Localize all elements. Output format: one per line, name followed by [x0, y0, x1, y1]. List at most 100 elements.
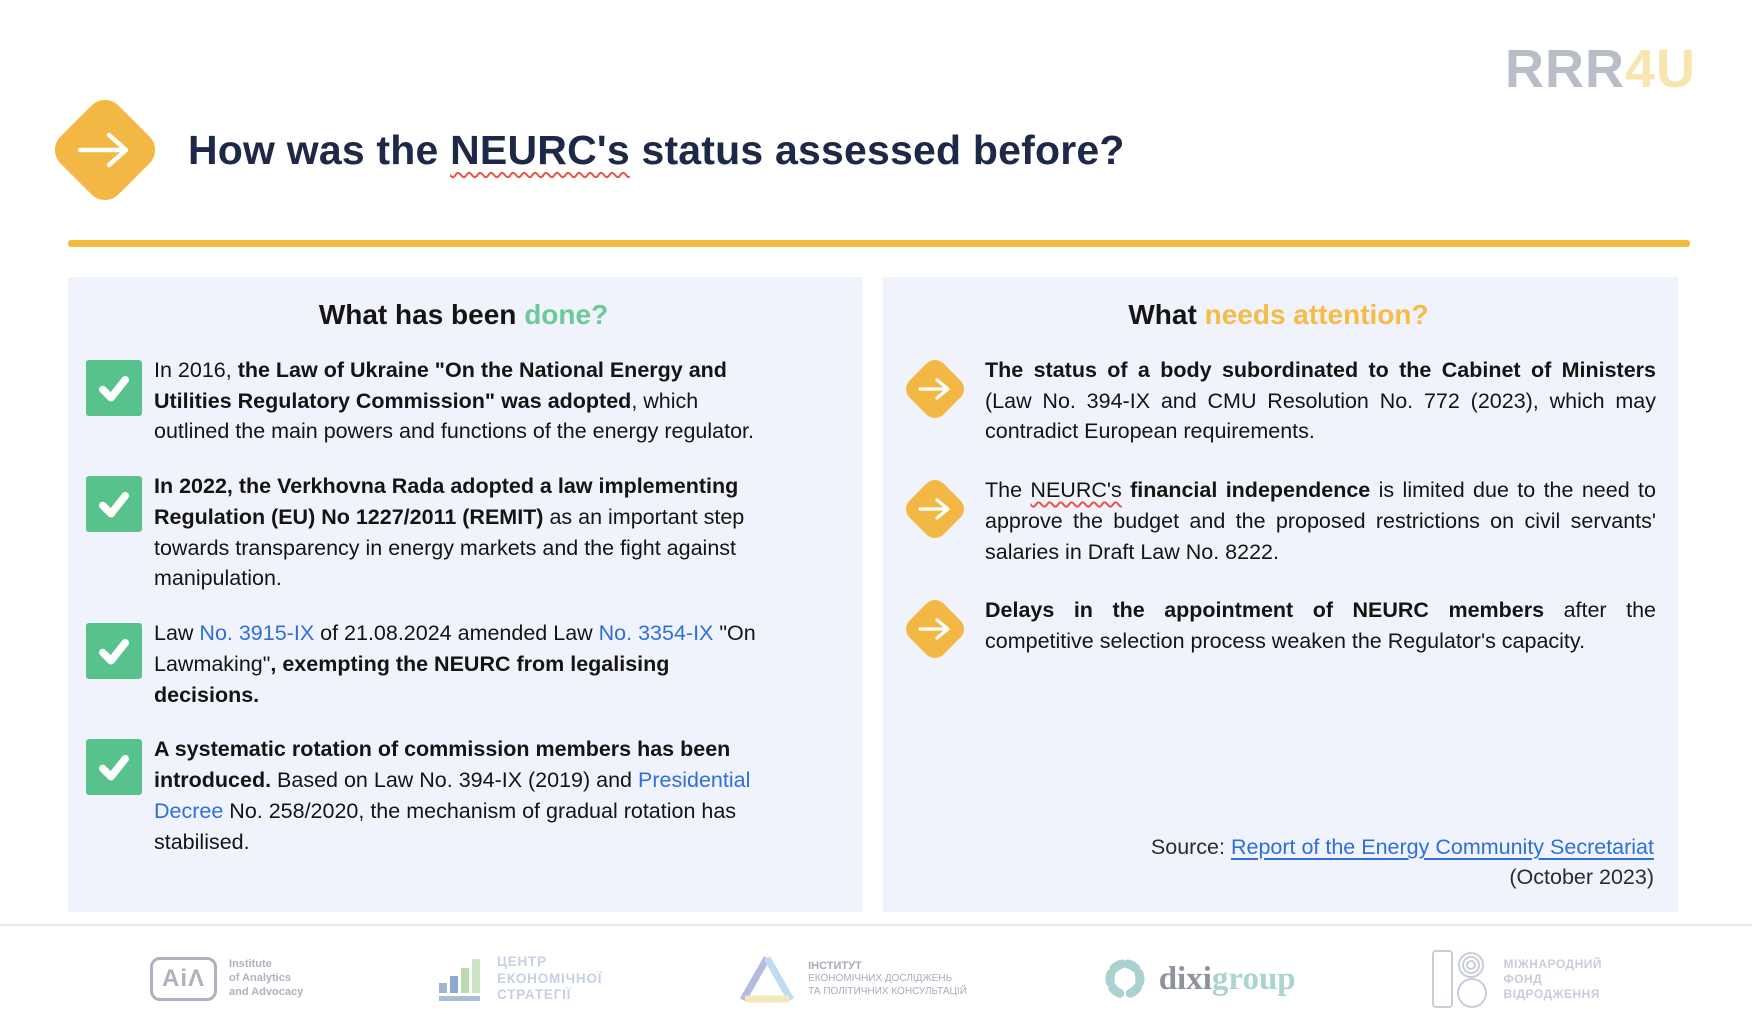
title-divider [68, 240, 1690, 247]
logo-text-line: and Advocacy [229, 985, 304, 998]
logo-text-line: ЦЕНТР [497, 953, 547, 969]
done-panel: What has been done? In 2016, the Law of … [68, 277, 863, 912]
text-segment: NEURC's [450, 126, 630, 173]
logo-text-line: ВІДРОДЖЕННЯ [1503, 986, 1600, 1001]
checkmark-glyph [99, 639, 129, 665]
irf-icon [1432, 950, 1488, 1008]
rrr4u-logo: RRR4U [1505, 38, 1696, 100]
arrow-diamond-icon [899, 475, 971, 544]
text-segment: Delays in the appointment of NEURC membe… [985, 598, 1545, 623]
checkmark-glyph [99, 755, 129, 781]
ier-logo-text: ІНСТИТУТ ЕКОНОМІЧНИХ ДОСЛІДЖЕНЬ ТА ПОЛІТ… [808, 960, 967, 999]
list-item-text: In 2016, the Law of Ukraine "On the Nati… [154, 355, 758, 447]
logo-text-line: Institute [229, 958, 272, 971]
attention-panel: What needs attention? The status of a bo… [883, 277, 1678, 912]
source-note: Source: Report of the Energy Community S… [899, 832, 1658, 892]
text-segment: , which outlined the main powers and fun… [154, 388, 754, 444]
inline-link[interactable]: No. 3354-IX [598, 621, 714, 646]
footer-logos: AiΛ Institute of Analytics and Advocacy … [0, 924, 1752, 1032]
dixi-logo-dark: dixi [1158, 960, 1212, 997]
attention-heading-accent: needs attention? [1204, 299, 1429, 330]
check-icon [86, 623, 142, 680]
source-date: (October 2023) [1509, 864, 1654, 889]
text-segment [1122, 478, 1130, 502]
text-segment: NEURC's [1030, 478, 1122, 503]
text-segment: Based on Law No. 394-IX (2019) and [271, 768, 638, 793]
rrr4u-logo-gray: RRR [1504, 39, 1625, 99]
list-item-text: The status of a body subordinated to the… [985, 355, 1658, 447]
aia-logo-text: Institute of Analytics and Advocacy [229, 958, 303, 999]
text-segment: The [985, 478, 1031, 503]
list-item: In 2016, the Law of Ukraine "On the Nati… [84, 355, 843, 447]
diamond-shape [901, 595, 969, 664]
list-item: A systematic rotation of commission memb… [84, 734, 843, 857]
triangle-icon [740, 956, 795, 1003]
attention-heading-plain: What [1128, 299, 1205, 330]
arrow-diamond-icon [899, 595, 971, 664]
text-segment: A systematic rotation of commission memb… [154, 737, 731, 793]
text-segment: as an important step towards transparenc… [154, 504, 745, 591]
list-item: Law No. 3915-IX of 21.08.2024 amended La… [84, 618, 843, 710]
arrow-right-icon [918, 618, 950, 641]
arrow-right-icon [918, 378, 950, 400]
diamond-shape [47, 92, 163, 208]
checkmark-glyph [99, 492, 129, 518]
check-icon [86, 739, 142, 796]
content-columns: What has been done? In 2016, the Law of … [68, 277, 1678, 912]
arrow-right-icon [918, 498, 950, 520]
source-link[interactable]: Report of the Energy Community Secretari… [1230, 834, 1654, 859]
page-title: How was the NEURC's status assessed befo… [188, 127, 1125, 174]
logo-text-line: of Analytics [229, 972, 291, 985]
done-heading-plain: What has been [318, 299, 525, 330]
irf-logo-text: МІЖНАРОДНИЙ ФОНД ВІДРОДЖЕННЯ [1503, 957, 1602, 1002]
list-item: Delays in the appointment of NEURC membe… [899, 595, 1658, 664]
logo-institute-economic-research: ІНСТИТУТ ЕКОНОМІЧНИХ ДОСЛІДЖЕНЬ ТА ПОЛІТ… [738, 954, 967, 1004]
logo-text-line: СТРАТЕГІЇ [497, 987, 572, 1003]
checkmark-glyph [99, 376, 129, 402]
list-item-text: In 2022, the Verkhovna Rada adopted a la… [154, 471, 758, 594]
ces-logo-text: ЦЕНТР ЕКОНОМІЧНОЇ СТРАТЕГІЇ [497, 954, 602, 1005]
logo-text-line: ЕКОНОМІЧНОЇ [497, 970, 603, 986]
aia-logo-icon: AiΛ [150, 957, 218, 1001]
logo-dixigroup: dixigroup [1103, 957, 1296, 1001]
text-segment: In 2016, [154, 358, 238, 382]
attention-heading: What needs attention? [899, 299, 1658, 331]
arrow-diamond-icon [899, 355, 971, 423]
rrr4u-logo-accent: 4U [1624, 39, 1696, 99]
title-row: How was the NEURC's status assessed befo… [46, 90, 1125, 210]
text-segment: No. 258/2020, the mechanism of gradual r… [154, 798, 737, 854]
text-segment: Law [154, 621, 200, 646]
list-item: In 2022, the Verkhovna Rada adopted a la… [84, 471, 843, 594]
arrow-diamond-icon [46, 91, 164, 209]
check-icon [86, 476, 142, 533]
dixi-logo-accent: group [1211, 960, 1296, 997]
check-icon [86, 360, 142, 416]
list-item: The status of a body subordinated to the… [899, 355, 1658, 447]
source-label: Source: [1150, 834, 1231, 859]
arrow-right-icon [77, 132, 129, 168]
inline-link[interactable]: No. 3915-IX [199, 621, 315, 646]
done-heading-accent: done? [524, 299, 609, 330]
inline-link[interactable]: Presidential Decree [154, 768, 751, 823]
logo-text-line: ФОНД [1503, 971, 1543, 986]
logo-text-line: ІНСТИТУТ [808, 959, 862, 972]
dixi-icon [1105, 959, 1145, 999]
logo-institute-analytics-advocacy: AiΛ Institute of Analytics and Advocacy [150, 957, 303, 1001]
text-segment: How was the [188, 126, 451, 173]
logo-text-line: МІЖНАРОДНИЙ [1503, 956, 1602, 971]
list-item-text: Law No. 3915-IX of 21.08.2024 amended La… [154, 618, 758, 710]
list-item: The NEURC's financial independence is li… [899, 475, 1658, 567]
logo-text-line: ТА ПОЛІТИЧНИХ КОНСУЛЬТАЦІЙ [808, 985, 967, 997]
text-segment: , exempting the NEURC from legalising de… [154, 651, 670, 707]
text-segment: after the competitive selection process … [985, 598, 1656, 654]
list-item-text: The NEURC's financial independence is li… [985, 475, 1658, 567]
logo-international-renaissance-foundation: МІЖНАРОДНИЙ ФОНД ВІДРОДЖЕННЯ [1431, 948, 1602, 1010]
dixi-logo-text: dixigroup [1159, 961, 1296, 998]
text-segment: the Law of Ukraine "On the National Ener… [154, 358, 727, 413]
text-segment: of 21.08.2024 amended Law [314, 621, 599, 646]
logo-centre-economic-strategy: ЦЕНТР ЕКОНОМІЧНОЇ СТРАТЕГІЇ [439, 954, 602, 1005]
done-heading: What has been done? [84, 299, 843, 331]
text-segment: "On Lawmaking" [154, 621, 756, 676]
text-segment: is limited due to the need to approve th… [985, 478, 1656, 564]
